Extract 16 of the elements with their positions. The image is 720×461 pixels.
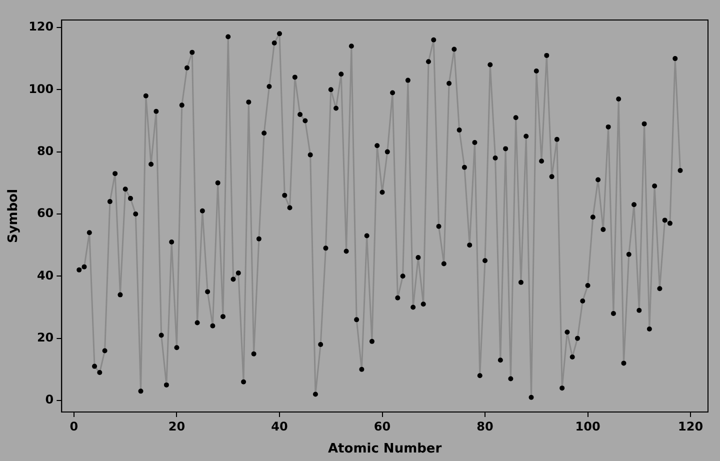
- y-tick-label: 120: [28, 20, 54, 34]
- x-tick-label: 0: [70, 419, 78, 434]
- y-tick-label: 40: [36, 268, 54, 282]
- y-tick-label: 20: [36, 330, 54, 344]
- y-tick-label: 100: [28, 82, 54, 96]
- x-tick-label: 100: [575, 419, 600, 434]
- y-tick-label: 60: [36, 206, 54, 220]
- y-axis-title: Symbol: [6, 188, 22, 244]
- x-axis-title: Atomic Number: [328, 442, 442, 457]
- x-tick-label: 40: [271, 419, 288, 434]
- x-tick-label: 60: [374, 419, 391, 434]
- y-tick-label: 80: [36, 144, 54, 158]
- x-tick-label: 120: [678, 419, 704, 434]
- x-tick-label: 20: [168, 419, 186, 434]
- y-tick-label: 0: [45, 392, 54, 407]
- x-tick-label: 80: [476, 419, 494, 434]
